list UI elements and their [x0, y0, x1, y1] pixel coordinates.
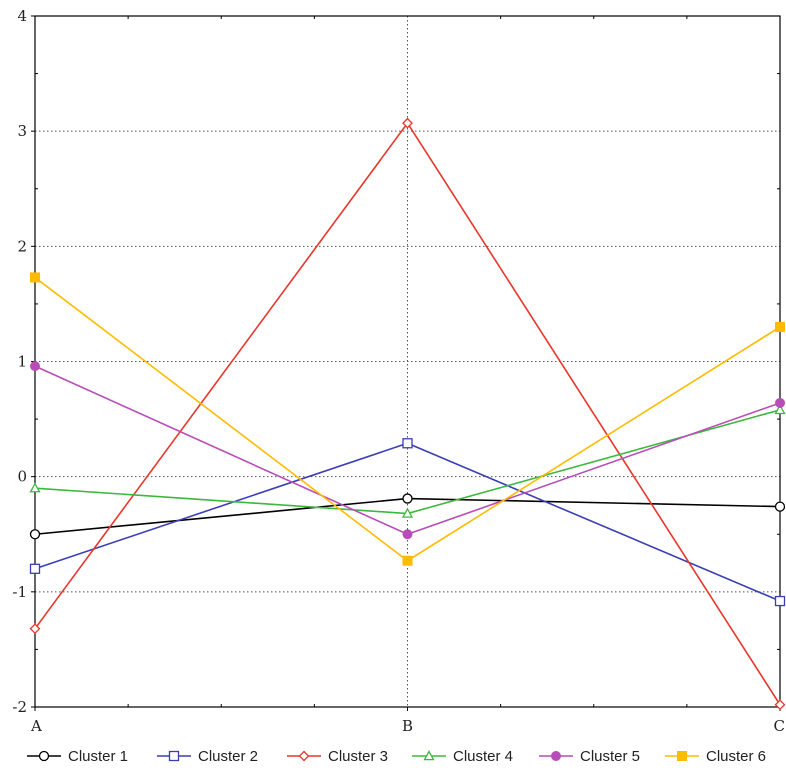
- x-tick-label: A: [30, 717, 42, 735]
- legend-item: Cluster 5: [538, 744, 640, 768]
- x-tick-label: C: [774, 717, 785, 735]
- y-tick-label: 0: [17, 468, 27, 486]
- y-tick-label: 1: [17, 353, 27, 371]
- legend-label: Cluster 4: [453, 747, 514, 765]
- data-point: [775, 321, 785, 332]
- data-point: [29, 563, 41, 574]
- legend-swatch: [539, 751, 573, 761]
- legend-marker: [677, 751, 687, 761]
- data-point: [775, 397, 785, 408]
- legend-item: Cluster 2: [156, 744, 258, 768]
- data-point: [30, 272, 40, 283]
- legend-label: Cluster 1: [68, 747, 129, 765]
- line-chart: -2 -1 0 1 2 3 4 A B C: [12, 7, 786, 735]
- legend-swatch: [412, 750, 446, 761]
- legend-label: Cluster 6: [706, 747, 767, 765]
- series-4: [29, 404, 786, 518]
- data-point: [29, 623, 41, 635]
- x-axis: A B C: [30, 16, 785, 735]
- legend-label: Cluster 2: [198, 747, 259, 765]
- data-point: [402, 493, 413, 504]
- legend-swatch: [27, 750, 61, 762]
- data-point: [402, 438, 413, 449]
- y-tick-label: 3: [17, 122, 27, 140]
- series-6: [30, 272, 785, 566]
- series-line: [34, 276, 781, 562]
- legend-marker: [298, 750, 310, 762]
- data-point: [774, 699, 786, 711]
- data-point: [402, 555, 413, 566]
- x-tick-label: B: [402, 717, 413, 735]
- data-point: [29, 529, 41, 540]
- series-5: [30, 361, 785, 540]
- legend-marker: [423, 750, 435, 761]
- legend-marker: [551, 751, 561, 761]
- y-tick-label: 4: [17, 7, 27, 25]
- y-tick-label: -1: [12, 583, 27, 601]
- data-point: [402, 117, 413, 129]
- series-2: [29, 438, 786, 607]
- y-axis: -2 -1 0 1 2 3 4: [12, 7, 780, 716]
- legend-item: Cluster 6: [664, 744, 766, 768]
- data-point: [401, 507, 414, 518]
- legend-item: Cluster 4: [411, 744, 513, 768]
- legend-marker: [168, 750, 180, 762]
- data-point: [774, 501, 786, 512]
- y-tick-label: -2: [12, 698, 27, 716]
- legend-label: Cluster 3: [328, 747, 389, 765]
- legend-item: Cluster 3: [286, 744, 388, 768]
- legend: Cluster 1 Cluster 2 Cluster 3 Cluster 4 Clus…: [0, 744, 786, 768]
- legend-marker: [38, 750, 50, 762]
- legend-swatch: [665, 751, 699, 761]
- data-point: [774, 404, 786, 415]
- data-point: [30, 361, 40, 372]
- legend-label: Cluster 5: [580, 747, 641, 765]
- data-point: [402, 529, 413, 540]
- legend-swatch: [287, 750, 321, 762]
- legend-item: Cluster 1: [26, 744, 128, 768]
- series: [29, 117, 786, 711]
- legend-swatch: [157, 750, 191, 762]
- series-3: [29, 117, 786, 711]
- series-1: [29, 493, 786, 540]
- data-point: [774, 595, 786, 607]
- grid: [35, 16, 780, 707]
- data-point: [29, 482, 41, 493]
- y-tick-label: 2: [17, 237, 27, 255]
